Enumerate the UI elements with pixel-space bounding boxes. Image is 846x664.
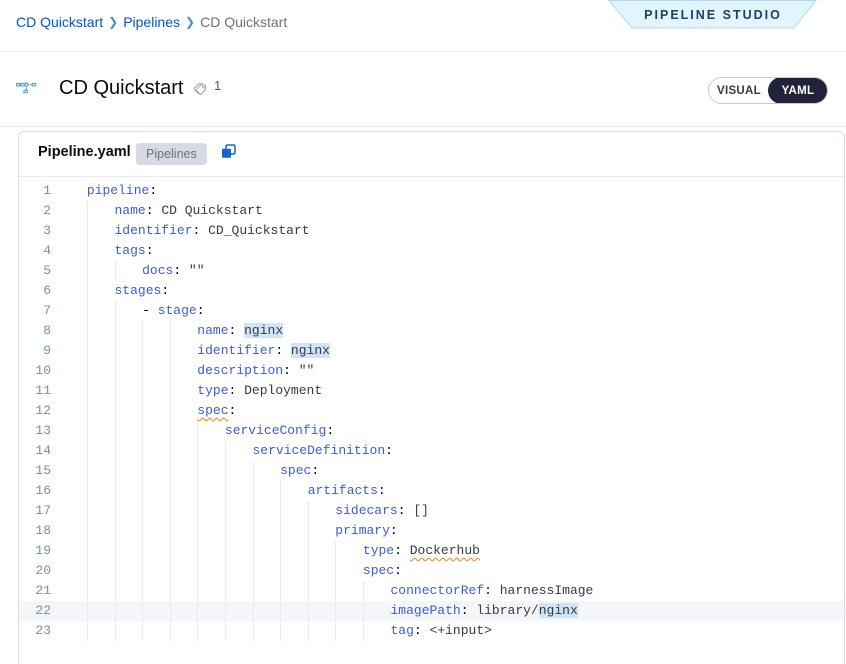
svg-text:PIPELINE STUDIO: PIPELINE STUDIO (644, 8, 782, 22)
